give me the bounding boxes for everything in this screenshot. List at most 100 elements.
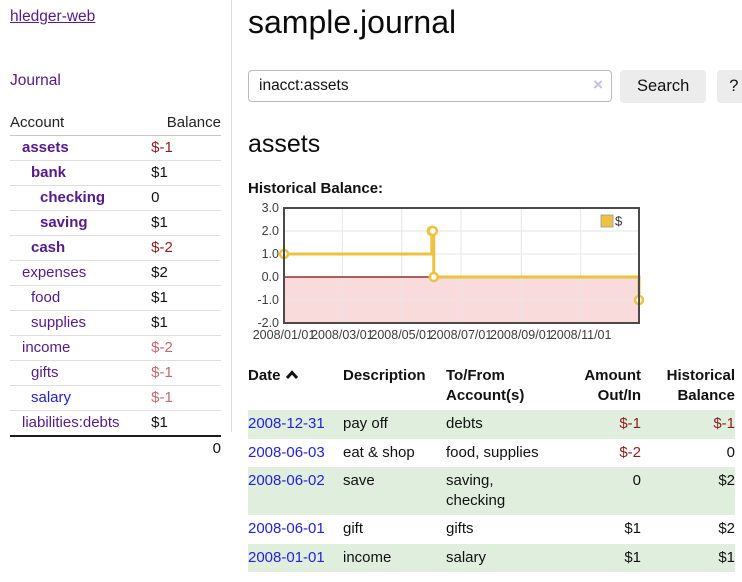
accounts-total-row: 0: [10, 435, 221, 461]
account-balance: $1: [151, 285, 221, 311]
account-link[interactable]: checking: [40, 189, 106, 206]
account-balance: 0: [151, 185, 221, 211]
x-tick-label: 2008/03/01: [311, 328, 374, 342]
account-row: income $-2: [10, 335, 221, 361]
y-tick-label: 2.0: [262, 224, 279, 238]
transaction-accounts: food, supplies: [446, 443, 539, 461]
register-header-description: Description: [343, 366, 426, 384]
transaction-description: save: [343, 466, 446, 516]
main-content: sample.journal × Search ? assets Histori…: [232, 0, 742, 572]
transaction-accounts: debts: [446, 410, 558, 439]
transaction-date-link[interactable]: 2008-12-31: [248, 415, 325, 433]
account-row: checking 0: [10, 185, 221, 211]
transaction-amount: $-1: [558, 410, 641, 439]
account-row: salary $-1: [10, 385, 221, 411]
y-tick-label: -2.0: [257, 316, 279, 330]
transaction-date-link[interactable]: 2008-06-01: [248, 520, 325, 538]
transaction-accounts: gifts: [446, 520, 474, 538]
x-tick-label: 2008/07/01: [430, 328, 493, 342]
data-point-marker: [427, 225, 439, 237]
account-row: assets $-1: [10, 135, 221, 161]
account-link[interactable]: cash: [31, 239, 66, 256]
accounts-body: assets $-1 bank $1 checking 0 saving $1 cash $-2 e…: [10, 135, 221, 437]
account-link[interactable]: saving: [40, 214, 88, 231]
sort-asc-icon: [285, 366, 299, 386]
search-button[interactable]: Search: [620, 69, 707, 103]
transaction-accounts: saving, checking: [446, 466, 558, 516]
account-row: supplies $1: [10, 310, 221, 336]
transaction-balance: $-1: [641, 410, 735, 439]
accounts-header-row: Account Balance: [10, 111, 221, 136]
transaction-date-link[interactable]: 2008-06-03: [248, 443, 325, 461]
register-header-date[interactable]: Date: [248, 364, 343, 411]
historical-balance-chart: $3.0 2.0 1.0 0.0 -1.0 -2.0 2008/01/01 2008/03/0…: [248, 201, 742, 349]
account-balance: $-2: [151, 235, 221, 261]
register-row: 2008-06-01 gift gifts $1 $2: [248, 515, 735, 543]
account-link[interactable]: gifts: [31, 364, 59, 381]
y-tick-label: 0.0: [262, 270, 279, 284]
search-input[interactable]: [248, 70, 612, 103]
account-link[interactable]: food: [31, 289, 61, 306]
search-input-wrap: ×: [248, 70, 612, 103]
transaction-balance: $1: [641, 543, 735, 572]
account-row: saving $1: [10, 210, 221, 236]
transaction-amount: $1: [558, 543, 641, 572]
account-link[interactable]: salary: [31, 389, 72, 406]
transaction-amount: 0: [558, 466, 641, 516]
clear-search-icon[interactable]: ×: [593, 75, 603, 95]
transaction-description: pay off: [343, 410, 446, 439]
brand-link[interactable]: hledger-web: [10, 8, 96, 25]
account-link[interactable]: liabilities:debts: [22, 414, 120, 431]
account-balance: $2: [151, 260, 221, 286]
account-link[interactable]: expenses: [22, 264, 87, 281]
account-balance: $-1: [151, 360, 221, 386]
account-row: bank $1: [10, 160, 221, 186]
register-table: Date Description To/From Account(s) Amou…: [248, 364, 735, 572]
help-button[interactable]: ?: [717, 69, 742, 103]
account-link[interactable]: supplies: [31, 314, 87, 331]
account-balance: $1: [151, 160, 221, 186]
account-link[interactable]: income: [22, 339, 71, 356]
x-tick-label: 2008/05/01: [370, 328, 433, 342]
account-balance: $-1: [151, 385, 221, 411]
transaction-description: eat & shop: [343, 443, 415, 461]
legend-swatch: [600, 214, 614, 228]
account-row: expenses $2: [10, 260, 221, 286]
account-link[interactable]: bank: [31, 164, 67, 181]
transaction-date-link[interactable]: 2008-01-01: [248, 548, 325, 566]
account-row: food $1: [10, 285, 221, 311]
plot-border: [283, 206, 640, 324]
transaction-accounts: salary: [446, 543, 558, 572]
transaction-amount: $-2: [619, 443, 641, 461]
register-header-row: Date Description To/From Account(s) Amou…: [248, 364, 735, 411]
transaction-description: gift: [343, 520, 364, 538]
y-tick-label: 1.0: [262, 247, 279, 261]
register-header-accounts: To/From Account(s): [446, 366, 525, 405]
accounts-table: Account Balance assets $-1 bank $1 checking 0…: [10, 111, 221, 461]
transaction-balance: 0: [726, 443, 735, 461]
transaction-date-link[interactable]: 2008-06-02: [248, 471, 325, 489]
chart-label: Historical Balance:: [248, 179, 384, 197]
account-balance: $-1: [151, 135, 221, 161]
account-balance: $-2: [151, 335, 221, 361]
data-point-marker: [428, 271, 440, 283]
page-title: sample.journal: [248, 4, 457, 40]
accounts-header-balance: Balance: [151, 111, 221, 136]
chart-svg: $3.0 2.0 1.0 0.0 -1.0 -2.02008/01/012008/03/0…: [253, 201, 645, 342]
register-row: 2008-06-02 save saving, checking 0 $2: [248, 466, 735, 516]
account-row: gifts $-1: [10, 360, 221, 386]
account-row: cash $-2: [10, 235, 221, 261]
account-balance: $1: [151, 410, 221, 437]
transaction-description: income: [343, 543, 446, 572]
transaction-balance: $2: [718, 520, 735, 538]
register-row: 2008-06-03 eat & shop food, supplies $-2 0: [248, 439, 735, 467]
register-row: 2008-12-31 pay off debts $-1 $-1: [248, 410, 735, 439]
transaction-amount: $1: [624, 520, 641, 538]
accounts-total-spacer: [10, 435, 152, 461]
legend-label: $: [615, 213, 623, 228]
y-tick-label: -1.0: [257, 293, 279, 307]
sidebar-item-journal[interactable]: Journal: [10, 72, 61, 89]
account-balance: $1: [151, 310, 221, 336]
account-link[interactable]: assets: [22, 139, 69, 156]
